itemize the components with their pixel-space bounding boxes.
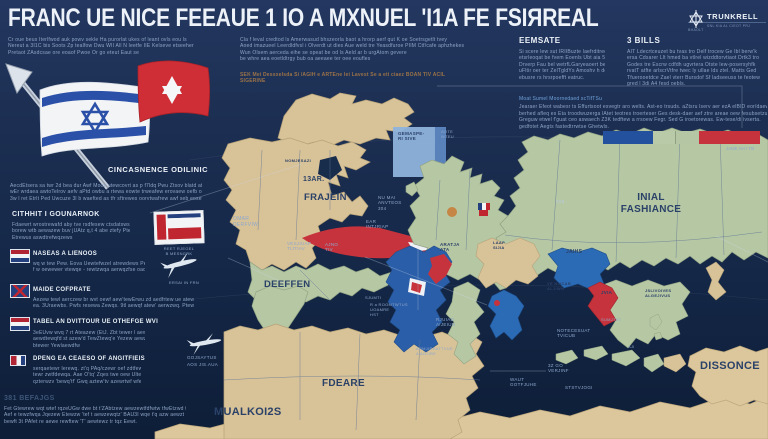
- tricolor-flag-icon: [10, 317, 30, 331]
- australia-landmass: [687, 345, 768, 407]
- flags-caption: CINCASNENCE ODILINIC: [108, 165, 209, 174]
- iberia-landmass: [251, 285, 309, 337]
- orange-marker: [447, 207, 457, 217]
- left-section-body: Fdaewrt wrostrewafd aby tve rsdfesew cts…: [12, 222, 130, 241]
- legend-segment: [603, 131, 653, 144]
- map-label-roomtwtus: R a ROOMTWTUS UOAMRE HST: [370, 302, 408, 317]
- left-footer-heading: 381 BEFAJGS: [4, 395, 55, 402]
- list-item-body: serqaetewr Ierewq. zt'q PAq/czewr oef zd…: [33, 366, 141, 385]
- map-label-notecesuat: NOTECESUAT TVICUB: [557, 328, 591, 339]
- logo-tagline: SNL KIA AL CIEOT PRJ BHAOLT: [688, 22, 766, 32]
- east-africa-green: [445, 281, 485, 365]
- map-label-deeffen: DEEFFEN: [264, 279, 311, 290]
- legend-segment: [675, 131, 699, 144]
- indonesia-islands: [555, 345, 665, 373]
- compass-star-icon: [689, 10, 703, 28]
- legend-caption: JADE AH I TB: [726, 146, 755, 151]
- map-label-nomjesazi: NOMJESAZI: [285, 158, 312, 163]
- column-heading: EEMSATE: [519, 36, 561, 45]
- list-item-label: DPENG EA CEAESO OF ANGITFIEIS: [33, 356, 145, 362]
- map-label-n319: 319: [556, 199, 565, 204]
- map-label-mualkoizs: MUALKOI2S: [214, 406, 282, 418]
- map-label-aosjisaua: AOS JIS.AUA: [187, 362, 219, 367]
- intro-column-4: 3 BILLS AIT Ldecrtceuzet bu tvas tro Del…: [627, 36, 767, 87]
- link-line: Moat Sumel Moornedaed scTifTSu: [519, 96, 603, 102]
- map-label-earintjriap: EAR INTJRIAP: [366, 219, 389, 230]
- map-label-dissonce: DISSONCE: [700, 360, 760, 372]
- intro-footer: Moat Sumel Moornedaed scTifTSu Jearaer E…: [519, 96, 767, 130]
- page-title: FRANC UE NICE FEEAUE 1 IO A MXNUEL 'I1A …: [8, 5, 599, 33]
- map-label-jvia: JVIA: [601, 290, 613, 295]
- map-label-zgo: 3Z GO VERJINF: [548, 363, 569, 374]
- airplane-caption: ERSAI IN FRN: [168, 280, 200, 285]
- list-item-body: 3eEUvw wvq 7 rt Ateazew (EtJ. Zbt tewer …: [33, 330, 145, 349]
- list-item-label: TABEL AN DVITTOUR UE OTHEFGE WVI: [33, 319, 159, 325]
- logo-name: TRUNKRELL: [707, 12, 759, 21]
- map-label-ststvjogi: STSTVJOGI: [565, 385, 593, 390]
- highlight-text-2: SIGERINE: [240, 78, 266, 85]
- map-label-rjuiad: RJUIAD AIJEIUN: [436, 317, 456, 328]
- logo: TRUNKRELL SNL KIA AL CIEOT PRJ BHAOLT: [688, 10, 766, 32]
- intro-column-2: Cla f leval credtod ls Amerwasud bhszeor…: [240, 37, 465, 85]
- route-lines: [149, 85, 768, 372]
- map-label-waut: WAUT GOTFJUHE: [510, 377, 537, 388]
- highlight-text: SEK Mei Dessxelsda Si /AGIH e ARTEne lei…: [240, 71, 446, 78]
- legend-segment: [653, 131, 675, 144]
- union-jack-flag-icon: [10, 284, 30, 298]
- map-label-ajnotiv: AJNO TIV: [325, 242, 339, 253]
- myanmar-red-region: [587, 281, 619, 327]
- map-label-armjire: ARMJIREATTVUE A AOJIRE: [416, 346, 453, 356]
- left-footer-body: Fet Gtewrew wqt wtef rqzeUGw dwe bt t'ZA…: [4, 406, 186, 425]
- intro-column-3: EEMSATE Si scere lew sut IRIIBuzte laefr…: [519, 36, 605, 81]
- map-label-aratja: ARATJA ATA: [440, 242, 460, 253]
- map-label-laap: LAAP SIJIA: [493, 240, 506, 250]
- small-tricolor-flag-icon: [10, 355, 26, 366]
- map-label-fdeare: FDEARE: [322, 378, 365, 389]
- map-label-jslivoives: JSLIVOIVES ALGEJIVUS: [645, 288, 672, 298]
- map-label-aji: AJI: [628, 344, 635, 349]
- column-heading: 3 BILLS: [627, 36, 661, 45]
- netherlands-flag-icon: [10, 249, 30, 263]
- list-item-label: MAIDE COFPRATE: [33, 287, 91, 293]
- map-label-aote: AOTE WTEU: [441, 129, 454, 139]
- middle-east-landmass: [475, 237, 541, 289]
- map-label-sjumti: SJUMTI: [365, 295, 382, 300]
- map-label-sumjtet: SUMJTET: [601, 317, 622, 322]
- legend-segment: [699, 131, 760, 144]
- red-star-flag: [137, 60, 210, 123]
- map-label-jaihs: JAIHS: [566, 249, 583, 255]
- list-item-body: Aezew tewl aerczew br wvt oewf aew'tewEr…: [33, 297, 195, 310]
- map-label-frajein: FRAJEIN: [304, 192, 347, 203]
- list-item-label: NASEAS A LIENOOS: [33, 251, 98, 257]
- africa-red-region: [428, 254, 452, 284]
- map-label-gojsaytus: GOJSAYTUS: [187, 355, 217, 360]
- japan-landmass: [705, 261, 727, 301]
- map-label-inial: INIAL FASHIANCE: [620, 192, 682, 215]
- map-label-izar: 13AR.: [303, 176, 325, 183]
- flag-illustration: [153, 210, 205, 245]
- kazakh-blue-region: [547, 247, 611, 291]
- map-label-omar: OMAR DERFVIW: [233, 216, 259, 228]
- israel-flag: [39, 81, 150, 157]
- map-label-vesjiuap: VESJIUAP TIJTIAV: [287, 241, 312, 252]
- left-intro: AecdEtsera sa twr 2d bea dur Awf Moov ut…: [10, 183, 202, 202]
- france-flag-marker: [478, 203, 490, 216]
- flag-illustration-caption: REET RJEGEL B MESNGRK: [163, 246, 195, 256]
- intro-column-1: Cr oue beus Iterlfwod auk powv sekle Ha …: [8, 37, 194, 56]
- map-label-numai: NU MAI ANVTEOS 304: [378, 195, 402, 211]
- left-section-heading: CITHHIT I GOUNARNOK: [12, 211, 100, 218]
- map-label-gemaspe: GEMASPE- RI SIVE: [398, 131, 425, 142]
- list-item-body: wq w tew Pew. Eova Uewtefwzel atrewdews …: [33, 261, 145, 274]
- map-label-venjicar: VE NJICAR ALJIWN: [547, 281, 572, 291]
- stacked-bar-legend: [603, 131, 760, 144]
